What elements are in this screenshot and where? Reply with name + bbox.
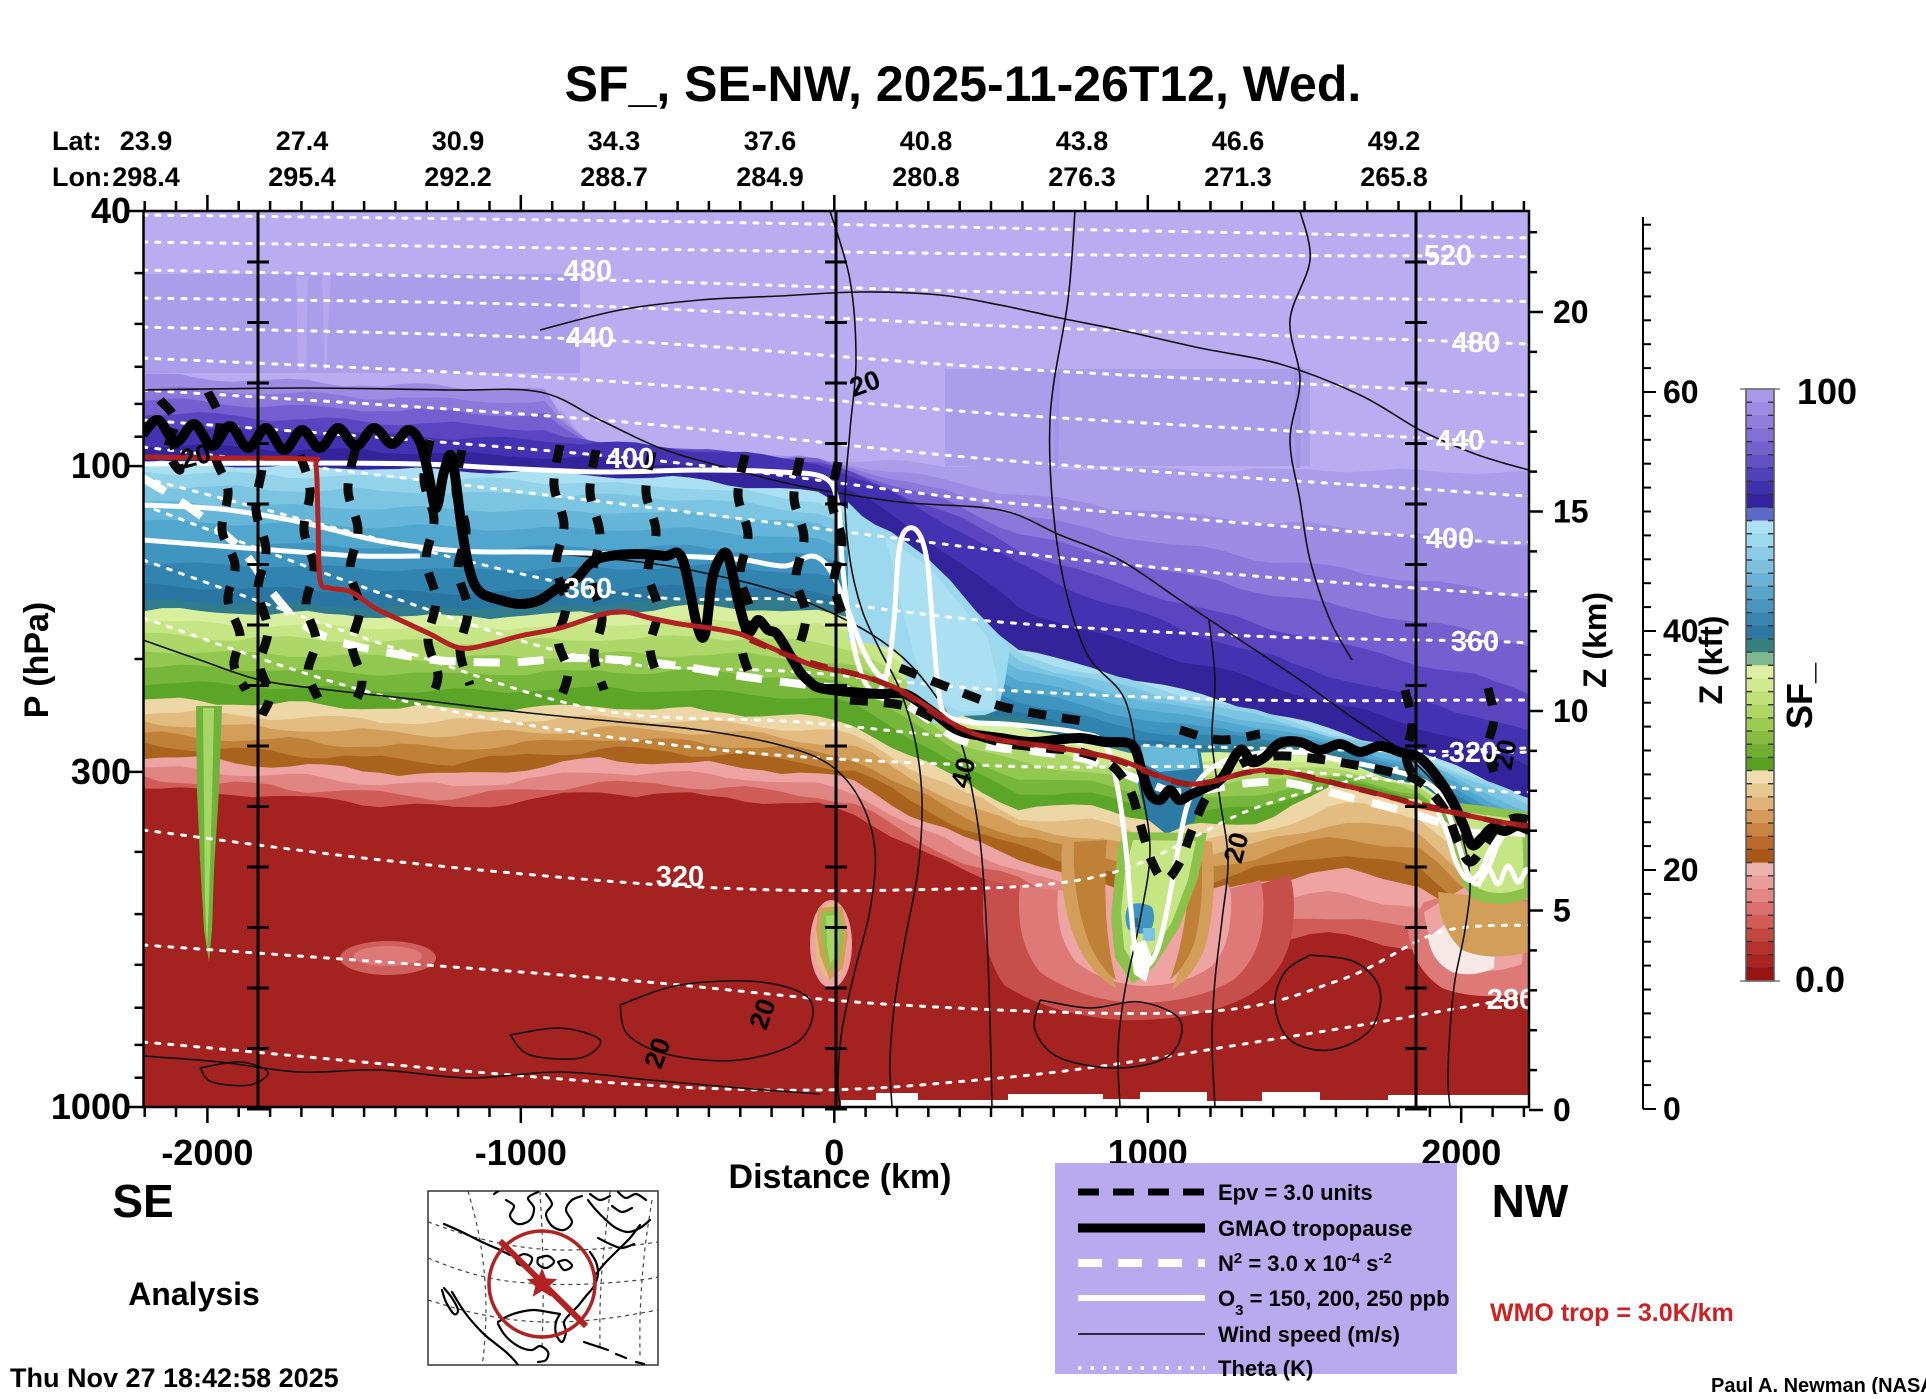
svg-text:440: 440 xyxy=(566,322,614,354)
svg-text:440: 440 xyxy=(1436,425,1484,457)
svg-text:280: 280 xyxy=(1487,984,1535,1016)
svg-text:298.4: 298.4 xyxy=(112,162,180,192)
svg-text:1000: 1000 xyxy=(51,1086,131,1127)
svg-text:20: 20 xyxy=(1488,737,1523,772)
svg-text:27.4: 27.4 xyxy=(276,126,329,156)
svg-text:23.9: 23.9 xyxy=(120,126,173,156)
svg-text:Distance (km): Distance (km) xyxy=(729,1158,952,1196)
svg-text:WMO trop = 3.0K/km: WMO trop = 3.0K/km xyxy=(1490,1299,1734,1327)
svg-text:SF_: SF_ xyxy=(1779,662,1820,729)
svg-text:265.8: 265.8 xyxy=(1360,162,1428,192)
svg-text:40: 40 xyxy=(91,190,131,231)
svg-text:43.8: 43.8 xyxy=(1056,126,1109,156)
svg-text:Paul A. Newman (NASA: Paul A. Newman (NASA xyxy=(1711,1375,1926,1394)
svg-text:SF_, SE-NW, 2025-11-26T12, Wed: SF_, SE-NW, 2025-11-26T12, Wed. xyxy=(565,56,1362,112)
svg-text:10: 10 xyxy=(1553,693,1589,729)
svg-text:0: 0 xyxy=(1553,1092,1571,1128)
svg-text:271.3: 271.3 xyxy=(1204,162,1272,192)
svg-text:NW: NW xyxy=(1492,1175,1569,1227)
svg-text:46.6: 46.6 xyxy=(1212,126,1265,156)
svg-text:Z (kft): Z (kft) xyxy=(1693,616,1729,705)
svg-text:295.4: 295.4 xyxy=(268,162,336,192)
svg-text:37.6: 37.6 xyxy=(744,126,797,156)
svg-text:30.9: 30.9 xyxy=(432,126,485,156)
svg-text:0: 0 xyxy=(1663,1091,1681,1127)
svg-text:60: 60 xyxy=(1663,374,1699,410)
svg-text:280.8: 280.8 xyxy=(892,162,960,192)
svg-text:100: 100 xyxy=(71,445,131,486)
svg-text:Lat:: Lat: xyxy=(52,126,102,156)
svg-text:49.2: 49.2 xyxy=(1368,126,1421,156)
svg-text:-2000: -2000 xyxy=(161,1132,253,1173)
svg-text:288.7: 288.7 xyxy=(580,162,648,192)
svg-text:N2 = 3.0 x 10-4 s-2: N2 = 3.0 x 10-4 s-2 xyxy=(1218,1250,1392,1277)
svg-text:Epv = 3.0 units: Epv = 3.0 units xyxy=(1218,1180,1373,1205)
svg-text:0.0: 0.0 xyxy=(1795,959,1845,1000)
svg-text:GMAO tropopause: GMAO tropopause xyxy=(1218,1216,1412,1241)
svg-text:15: 15 xyxy=(1553,494,1589,530)
svg-text:Wind speed (m/s): Wind speed (m/s) xyxy=(1218,1322,1400,1347)
svg-text:320: 320 xyxy=(656,861,704,893)
svg-text:360: 360 xyxy=(564,573,612,605)
svg-text:Z (km): Z (km) xyxy=(1577,592,1613,688)
svg-text:360: 360 xyxy=(1451,626,1499,658)
svg-text:480: 480 xyxy=(564,255,612,287)
svg-text:SE: SE xyxy=(112,1175,173,1227)
svg-text:20: 20 xyxy=(1663,852,1699,888)
svg-text:320: 320 xyxy=(1449,737,1497,769)
svg-text:P (hPa): P (hPa) xyxy=(18,602,56,719)
svg-text:0: 0 xyxy=(824,1132,844,1173)
svg-text:5: 5 xyxy=(1553,893,1571,929)
svg-text:40.8: 40.8 xyxy=(900,126,953,156)
svg-text:Theta (K): Theta (K) xyxy=(1218,1356,1313,1381)
svg-text:400: 400 xyxy=(606,443,654,475)
svg-text:480: 480 xyxy=(1452,327,1500,359)
svg-text:400: 400 xyxy=(1426,523,1474,555)
svg-text:20: 20 xyxy=(1553,294,1589,330)
svg-text:40: 40 xyxy=(1663,613,1699,649)
svg-text:34.3: 34.3 xyxy=(588,126,641,156)
svg-text:Thu Nov 27 18:42:58 2025: Thu Nov 27 18:42:58 2025 xyxy=(10,1363,339,1393)
svg-text:100: 100 xyxy=(1797,371,1857,412)
svg-text:300: 300 xyxy=(71,751,131,792)
svg-text:-1000: -1000 xyxy=(475,1132,567,1173)
svg-text:Analysis: Analysis xyxy=(128,1276,260,1312)
svg-text:Lon:: Lon: xyxy=(52,162,110,192)
svg-text:276.3: 276.3 xyxy=(1048,162,1116,192)
svg-text:284.9: 284.9 xyxy=(736,162,804,192)
svg-text:520: 520 xyxy=(1424,240,1472,272)
svg-text:292.2: 292.2 xyxy=(424,162,492,192)
